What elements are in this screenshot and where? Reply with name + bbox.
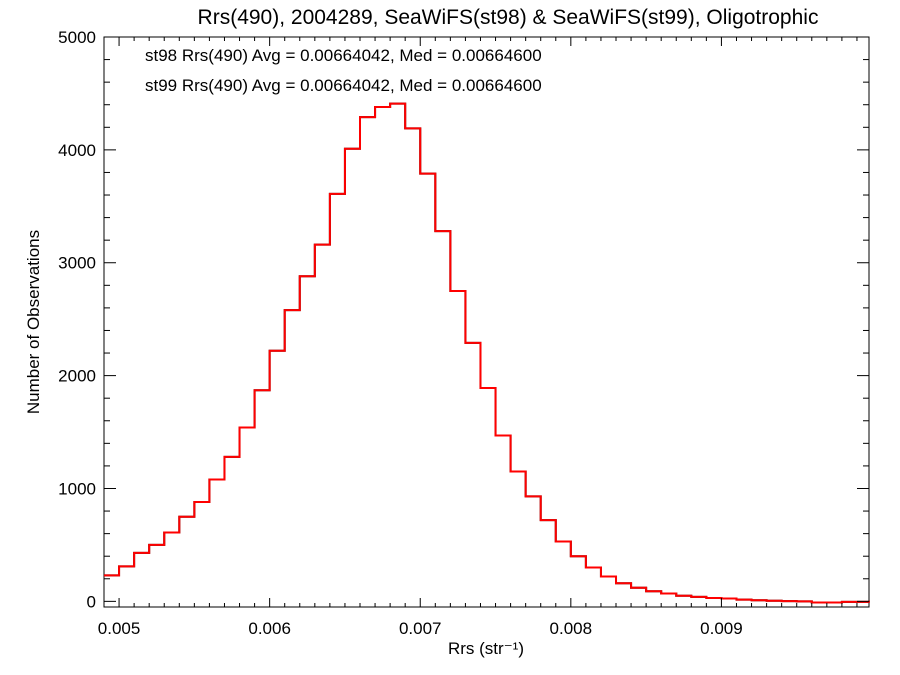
histogram-series-st98 xyxy=(104,102,870,604)
legend: st98 Rrs(490) Avg = 0.00664042, Med = 0.… xyxy=(145,46,542,95)
x-tick-label: 0.007 xyxy=(399,619,442,638)
y-tick-label: 2000 xyxy=(58,367,96,386)
y-tick-label: 1000 xyxy=(58,479,96,498)
chart-title: Rrs(490), 2004289, SeaWiFS(st98) & SeaWi… xyxy=(198,6,819,29)
y-tick-label: 0 xyxy=(87,592,96,611)
x-tick-label: 0.008 xyxy=(550,619,593,638)
series-layer xyxy=(104,102,870,604)
plot-area: 0.005 0.006 0.007 0.008 0.009 0 1000 2000 3000 40… xyxy=(58,28,870,638)
x-tick-label: 0.006 xyxy=(248,619,291,638)
y-axis-label: Number of Observations xyxy=(24,230,43,414)
histogram-series-st99 xyxy=(104,102,870,604)
y-tick-label: 3000 xyxy=(58,254,96,273)
legend-entry-st98: st98 Rrs(490) Avg = 0.00664042, Med = 0.… xyxy=(145,46,542,65)
plot-frame xyxy=(103,36,870,608)
ticks-layer: 0.005 0.006 0.007 0.008 0.009 0 1000 2000 3000 40… xyxy=(58,28,869,638)
x-axis-label: Rrs (str⁻¹) xyxy=(448,639,524,658)
y-tick-label: 5000 xyxy=(58,28,96,47)
y-tick-label: 4000 xyxy=(58,141,96,160)
x-tick-label: 0.009 xyxy=(700,619,743,638)
x-tick-label: 0.005 xyxy=(98,619,141,638)
legend-entry-st99: st99 Rrs(490) Avg = 0.00664042, Med = 0.… xyxy=(145,76,542,95)
